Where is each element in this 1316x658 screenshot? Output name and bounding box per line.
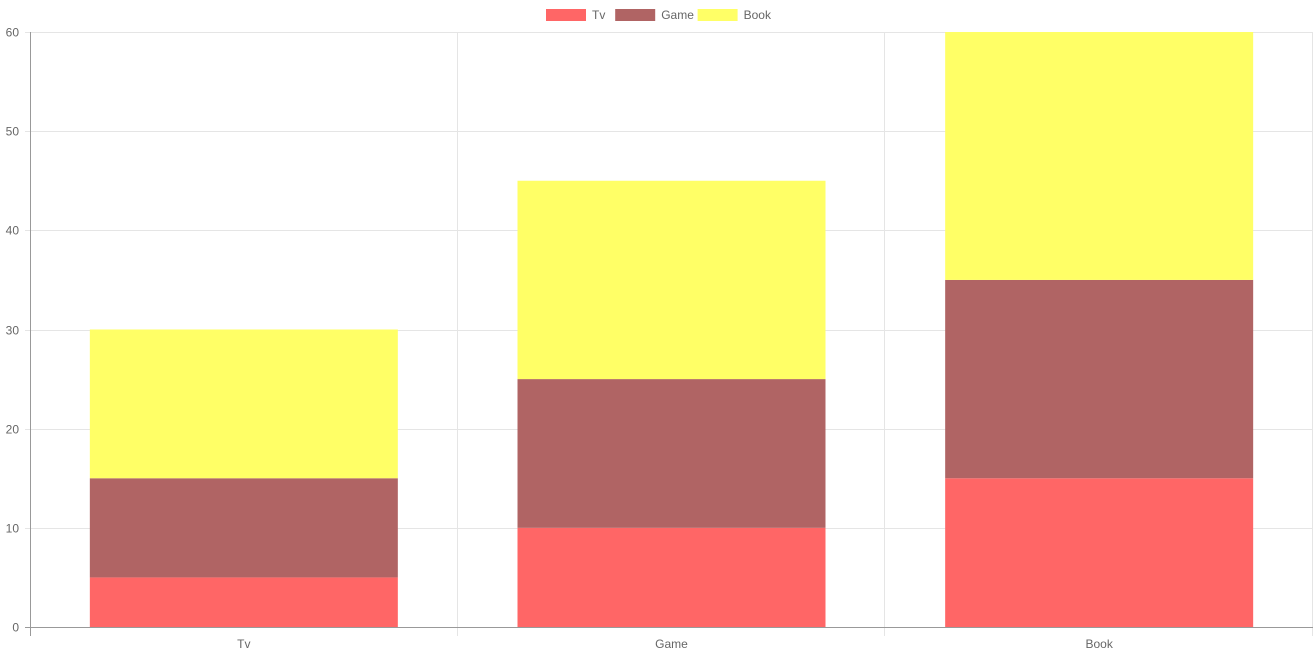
bar-game-segment (945, 279, 1254, 479)
bar-tv-segment (517, 527, 826, 627)
bar-game-segment (517, 379, 826, 528)
axes (25, 32, 1313, 636)
bar-book-segment (945, 32, 1254, 280)
legend-label-book: Book (744, 8, 772, 22)
y-tick-label: 0 (12, 621, 19, 635)
x-category-label: Game (655, 637, 688, 651)
legend-label-game: Game (661, 8, 694, 22)
legend: Tv Game Book (546, 8, 772, 22)
bar-game-segment (89, 478, 398, 578)
legend-swatch-book (697, 9, 738, 21)
bar-book-segment (89, 329, 398, 479)
legend-swatch-tv (546, 9, 586, 21)
bar-tv-segment (945, 478, 1254, 627)
y-tick-label: 30 (6, 324, 20, 338)
legend-label-tv: Tv (592, 8, 605, 22)
bar-tv-segment (89, 577, 398, 627)
y-tick-labels: 0 10 20 30 40 50 60 (6, 26, 20, 635)
bar-book-segment (517, 180, 826, 380)
x-category-label: Book (1085, 637, 1113, 651)
y-tick-label: 10 (6, 522, 20, 536)
x-category-label: Tv (237, 637, 250, 651)
bars (89, 32, 1254, 627)
y-tick-label: 60 (6, 26, 20, 40)
y-tick-label: 40 (6, 224, 20, 238)
x-category-labels: Tv Game Book (237, 637, 1114, 651)
y-tick-label: 20 (6, 423, 20, 437)
legend-swatch-game (615, 9, 656, 21)
y-tick-label: 50 (6, 125, 20, 139)
